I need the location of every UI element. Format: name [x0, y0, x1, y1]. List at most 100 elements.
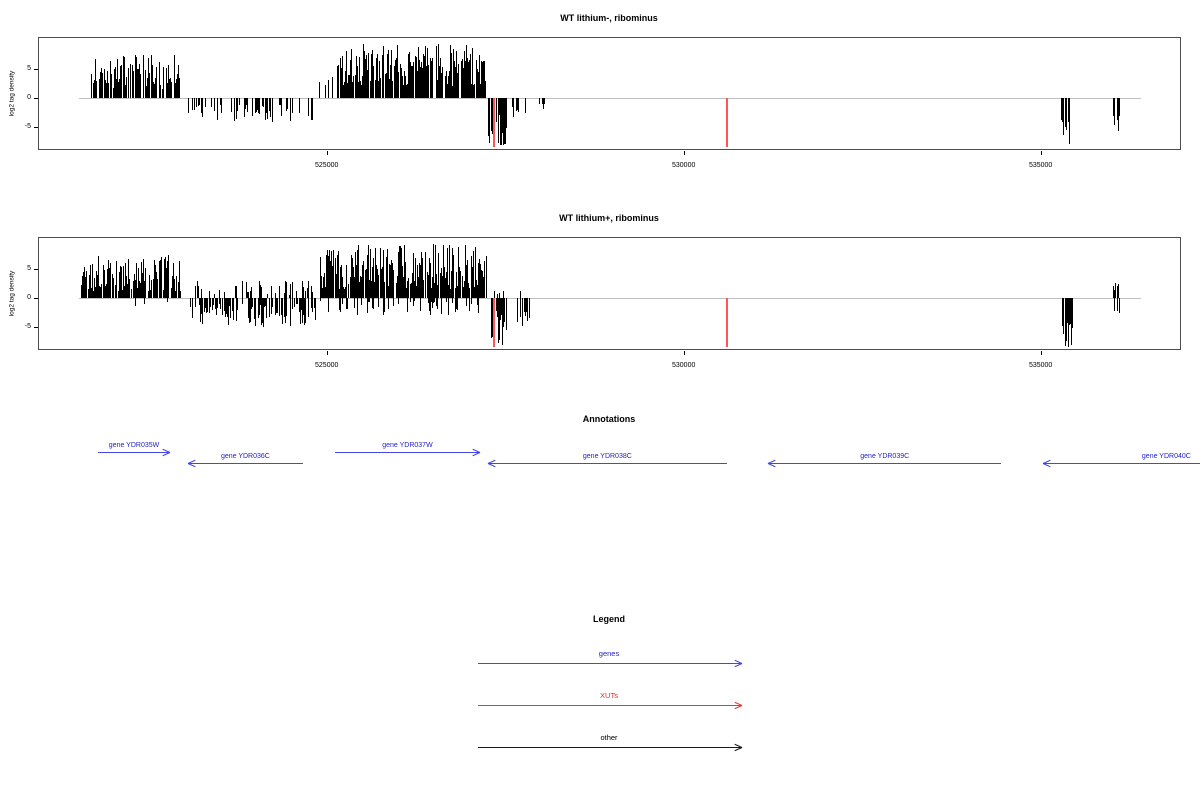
density-bar	[175, 79, 177, 98]
density-bar	[270, 298, 272, 314]
density-bar	[197, 285, 199, 298]
density-bar	[367, 298, 369, 302]
density-bar	[237, 98, 239, 111]
density-bar	[397, 44, 399, 98]
density-bar	[121, 290, 123, 298]
density-bar	[359, 81, 361, 98]
density-bar	[440, 268, 442, 298]
density-bar	[517, 98, 519, 113]
density-bar	[311, 285, 313, 298]
density-bar	[1114, 282, 1116, 298]
density-bar	[432, 298, 434, 308]
density-bar	[337, 66, 339, 98]
density-bar	[304, 298, 306, 323]
density-bar	[177, 65, 179, 98]
density-bar	[445, 298, 447, 302]
density-bar	[177, 282, 179, 298]
density-bar	[219, 298, 221, 305]
y-tick-label: -5	[24, 123, 31, 130]
density-bar	[454, 288, 456, 298]
density-bar	[160, 260, 162, 298]
density-bar	[440, 57, 442, 98]
density-bar	[166, 68, 168, 98]
density-bar	[516, 98, 518, 111]
density-bar	[106, 82, 108, 98]
density-bar	[482, 270, 484, 298]
density-bar	[265, 98, 267, 120]
density-bar	[250, 291, 252, 298]
density-bar	[135, 54, 137, 98]
density-bar	[491, 298, 493, 339]
density-bar	[324, 287, 326, 298]
density-bar	[385, 72, 387, 98]
y-tick	[34, 327, 38, 328]
density-bar	[284, 281, 286, 298]
density-bar	[289, 98, 291, 122]
xut-line	[725, 98, 728, 148]
density-bar	[335, 274, 337, 298]
density-bar	[331, 250, 333, 298]
density-bar	[430, 298, 432, 302]
density-bar	[268, 98, 270, 111]
density-bar	[349, 277, 351, 298]
x-tick-label: 525000	[315, 162, 339, 169]
density-bar	[132, 71, 134, 98]
density-bar	[103, 269, 105, 298]
density-bar	[96, 80, 98, 98]
density-bar	[87, 288, 89, 298]
density-bar	[461, 59, 463, 98]
density-bar	[129, 278, 131, 298]
density-bar	[388, 286, 390, 298]
density-bar	[211, 298, 213, 310]
density-bar	[198, 98, 200, 105]
density-bar	[115, 285, 117, 298]
density-bar	[394, 66, 396, 98]
density-bar	[327, 80, 329, 98]
density-bar	[281, 298, 283, 315]
density-bar	[1117, 298, 1119, 312]
density-bar	[254, 98, 256, 113]
density-bar	[84, 267, 86, 298]
density-bar	[505, 98, 507, 144]
density-bar	[271, 298, 273, 308]
density-bar	[145, 85, 147, 98]
density-bar	[342, 84, 344, 98]
density-bar	[465, 45, 467, 98]
density-bar	[347, 298, 349, 310]
density-bar	[221, 98, 223, 114]
density-bar	[194, 298, 196, 308]
density-bar	[351, 258, 353, 298]
density-bar	[162, 67, 164, 98]
x-tick-label: 530000	[671, 162, 696, 169]
density-bar	[248, 291, 250, 298]
density-bar	[478, 262, 480, 298]
y-tick	[34, 127, 38, 128]
density-bar	[111, 73, 113, 98]
annotations-title: Annotations	[582, 414, 636, 424]
density-bar	[96, 270, 98, 298]
density-bar	[1062, 98, 1064, 123]
density-bar	[473, 286, 475, 298]
density-bar	[292, 298, 294, 310]
density-bar	[202, 298, 204, 324]
density-bar	[417, 265, 419, 298]
density-bar	[428, 64, 430, 98]
density-bar	[257, 298, 259, 318]
density-bar	[346, 264, 348, 298]
density-bar	[142, 273, 144, 298]
density-bar	[120, 66, 122, 98]
y-tick	[34, 298, 38, 299]
density-bar	[320, 275, 322, 298]
density-bar	[198, 298, 200, 306]
density-bar	[1118, 283, 1120, 298]
density-bar	[327, 249, 329, 298]
legend-title: Legend	[592, 614, 625, 624]
density-bar	[414, 56, 416, 98]
density-bar	[479, 258, 481, 298]
density-bar	[325, 255, 327, 298]
density-bar	[454, 61, 456, 98]
density-bar	[450, 288, 452, 298]
density-bar	[484, 61, 486, 98]
density-bar	[345, 287, 347, 298]
density-bar	[370, 53, 372, 98]
